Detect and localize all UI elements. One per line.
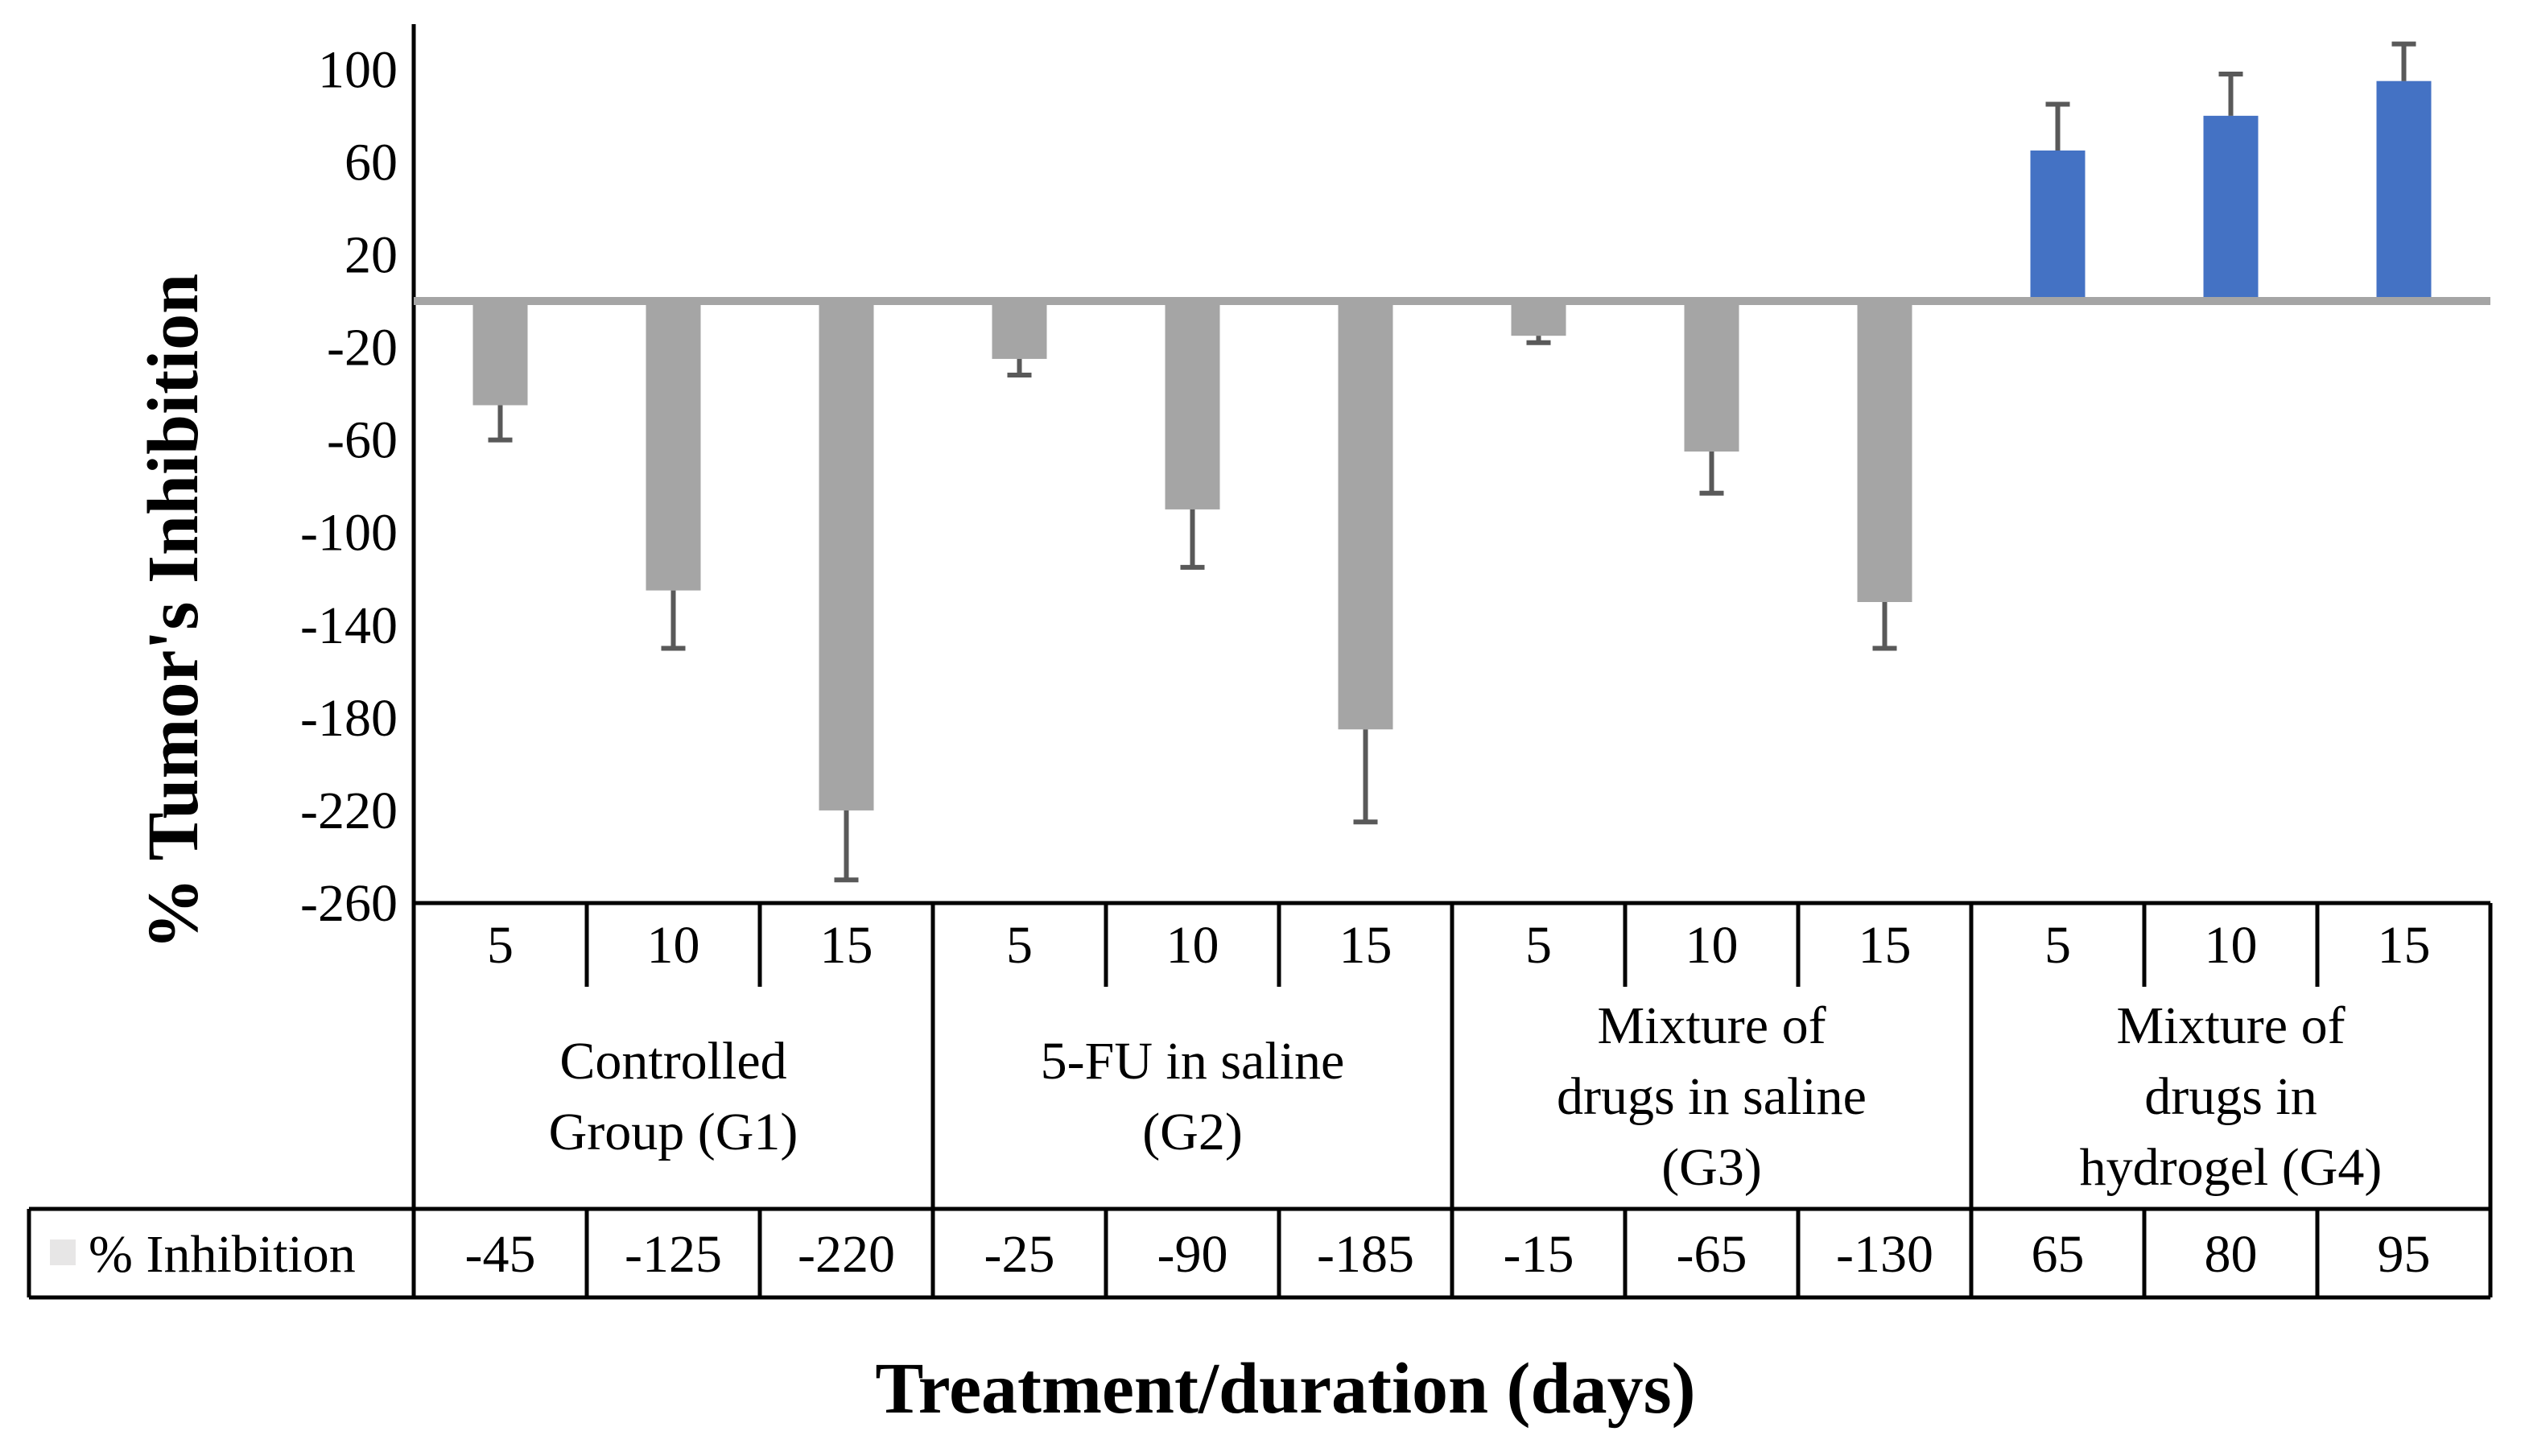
x-tick-label: 15 <box>1859 916 1912 975</box>
y-tick-label: -180 <box>300 689 398 748</box>
data-label: -125 <box>625 1225 722 1284</box>
x-axis-title: Treatment/duration (days) <box>875 1349 1695 1429</box>
group-label: Mixture of <box>2116 996 2345 1055</box>
x-tick-label: 15 <box>820 916 873 975</box>
data-label: -90 <box>1157 1225 1228 1284</box>
bar <box>472 301 528 406</box>
group-label: Controlled <box>559 1032 786 1091</box>
y-tick-label: 20 <box>345 225 398 284</box>
group-label: (G3) <box>1661 1138 1762 1197</box>
x-tick-label: 5 <box>1006 916 1033 975</box>
y-tick-label: -100 <box>300 504 398 563</box>
bar <box>992 301 1047 359</box>
bar <box>1165 301 1220 509</box>
bars <box>414 41 2490 883</box>
x-tick-label: 10 <box>2205 916 2258 975</box>
data-table: 5 -45 10 -125 15 -220 5 -25 10 -90 15 -185 5 -15 10 -65… <box>27 901 2493 1300</box>
y-tick-label: -260 <box>300 874 398 933</box>
data-label: -65 <box>1677 1225 1747 1284</box>
bar <box>1684 301 1739 452</box>
x-tick-label: 10 <box>647 916 700 975</box>
legend-key <box>50 1239 76 1265</box>
x-tick-label: 10 <box>1166 916 1219 975</box>
data-label: -185 <box>1317 1225 1414 1284</box>
x-tick-label: 15 <box>2378 916 2431 975</box>
group-label: drugs in saline <box>1557 1067 1867 1126</box>
bar <box>2376 80 2432 301</box>
data-label: -220 <box>798 1225 895 1284</box>
y-tick-label: -20 <box>327 319 398 377</box>
bar <box>2203 115 2259 301</box>
group-label: Mixture of <box>1597 996 1826 1055</box>
y-tick-label: 100 <box>318 40 398 99</box>
bar <box>646 301 701 591</box>
bar <box>1857 301 1912 602</box>
bar <box>819 301 874 810</box>
data-label: 80 <box>2205 1225 2258 1284</box>
data-label: -45 <box>465 1225 536 1284</box>
y-tick-label: -60 <box>327 411 398 470</box>
data-label: -130 <box>1836 1225 1933 1284</box>
x-tick-label: 5 <box>1525 916 1552 975</box>
bar <box>2030 151 2086 301</box>
y-tick-label: 60 <box>345 133 398 192</box>
legend-label: % Inhibition <box>89 1225 356 1284</box>
y-axis-title: % Tumor's Inhibition <box>134 274 213 950</box>
x-tick-label: 5 <box>2044 916 2071 975</box>
bar <box>1511 301 1566 336</box>
y-tick-label: -140 <box>300 596 398 655</box>
group-label: hydrogel (G4) <box>2080 1138 2383 1197</box>
data-label: -15 <box>1504 1225 1574 1284</box>
group-label: (G2) <box>1142 1103 1243 1161</box>
group-label: Group (G1) <box>549 1103 798 1161</box>
y-axis: 100 60 20 -20 -60 -100 -140 -180 -220 -260 <box>300 24 416 1297</box>
x-tick-label: 5 <box>487 916 514 975</box>
x-tick-label: 10 <box>1685 916 1739 975</box>
group-label: drugs in <box>2144 1067 2317 1126</box>
data-label: -25 <box>984 1225 1055 1284</box>
data-label: 95 <box>2378 1225 2431 1284</box>
data-label: 65 <box>2032 1225 2085 1284</box>
bar <box>1338 301 1393 730</box>
group-label: 5-FU in saline <box>1041 1032 1345 1091</box>
y-tick-label: -220 <box>300 782 398 840</box>
x-tick-label: 15 <box>1339 916 1392 975</box>
